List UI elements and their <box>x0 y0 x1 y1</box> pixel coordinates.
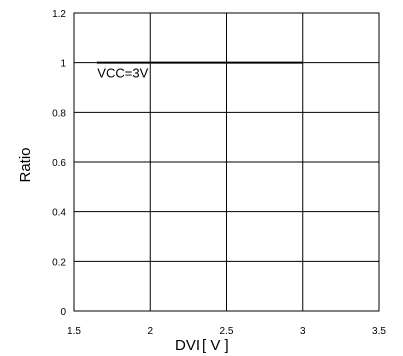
x-tick-label: 1.5 <box>67 326 81 337</box>
x-tick-label: 3 <box>300 326 306 337</box>
y-tick-label: 0.6 <box>52 158 66 169</box>
y-tick-labels: 0 0.2 0.4 0.6 0.8 1 1.2 <box>52 9 66 318</box>
grid-lines <box>73 12 380 312</box>
y-tick-label: 0.8 <box>52 108 66 119</box>
x-tick-label: 2 <box>147 326 153 337</box>
x-tick-label: 3.5 <box>372 326 386 337</box>
y-tick-label: 0.2 <box>52 257 66 268</box>
x-axis-label: DVI <box>175 337 200 354</box>
y-axis-label: Ratio <box>17 147 34 182</box>
plot-area-frame <box>73 12 380 312</box>
x-tick-labels: 1.5 2 2.5 3 3.5 <box>67 326 386 337</box>
annotations: VCC=3V <box>97 66 148 81</box>
y-tick-label: 0.4 <box>52 208 66 219</box>
y-tick-label: 1.2 <box>52 9 66 20</box>
x-axis-unit-label: [ V ] <box>202 337 229 354</box>
annotation-label: VCC=3V <box>97 66 148 81</box>
y-tick-label: 1 <box>60 59 66 70</box>
x-tick-label: 2.5 <box>220 326 234 337</box>
y-tick-label: 0 <box>60 307 66 318</box>
